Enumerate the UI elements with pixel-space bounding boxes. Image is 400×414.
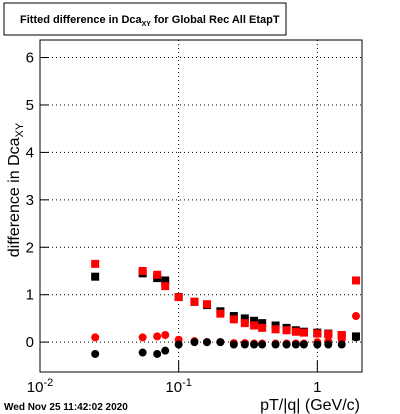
- x-tick-base: 10: [27, 379, 44, 396]
- y-label-sub: XY: [14, 122, 26, 137]
- marker: [190, 297, 199, 306]
- marker: [138, 348, 147, 357]
- y-tick-label: 6: [26, 50, 34, 67]
- y-axis-label: difference in DcaXY: [6, 122, 26, 257]
- marker: [291, 327, 300, 336]
- marker: [216, 338, 225, 347]
- marker: [229, 340, 238, 349]
- marker: [161, 331, 170, 340]
- marker: [216, 309, 225, 318]
- marker: [351, 333, 360, 342]
- marker: [161, 346, 170, 355]
- marker: [138, 266, 147, 275]
- marker: [161, 276, 170, 285]
- marker: [91, 333, 100, 342]
- marker: [153, 332, 162, 341]
- marker: [299, 340, 308, 349]
- marker: [91, 272, 100, 281]
- y-tick-label: 2: [26, 239, 34, 256]
- y-tick-label: 4: [26, 144, 34, 161]
- marker: [250, 316, 259, 325]
- marker: [174, 340, 183, 349]
- marker: [351, 312, 360, 321]
- y-tick-label: 1: [26, 287, 34, 304]
- marker: [91, 349, 100, 358]
- marker: [91, 259, 100, 268]
- y-tick-label: 0: [26, 334, 34, 351]
- marker: [174, 293, 183, 302]
- marker: [138, 333, 147, 342]
- marker: [299, 328, 308, 337]
- x-tick-base: 10: [165, 379, 182, 396]
- marker: [324, 340, 333, 349]
- marker: [313, 340, 322, 349]
- x-tick-exponent: -1: [182, 377, 192, 389]
- chart-title: Fitted difference in DcaXY for Global Re…: [20, 14, 280, 28]
- x-tick-label: 10-1: [165, 377, 191, 396]
- x-axis-label: pT/|q| (GeV/c): [260, 397, 360, 414]
- marker: [153, 270, 162, 279]
- marker: [351, 276, 360, 285]
- marker: [258, 340, 267, 349]
- footer-date: Wed Nov 25 11:42:02 2020: [4, 402, 128, 413]
- marker: [324, 330, 333, 339]
- marker: [258, 319, 267, 328]
- marker: [161, 282, 170, 291]
- marker: [271, 340, 280, 349]
- y-label-text: difference in Dca: [6, 137, 23, 257]
- marker: [190, 338, 199, 347]
- title-sub: XY: [142, 21, 152, 28]
- marker: [291, 340, 300, 349]
- marker: [240, 319, 249, 328]
- marker: [202, 300, 211, 309]
- marker: [282, 326, 291, 335]
- marker: [240, 314, 249, 323]
- title-box: [3, 2, 287, 36]
- x-tick-label: 10-2: [27, 377, 53, 396]
- marker: [240, 340, 249, 349]
- marker: [282, 340, 291, 349]
- marker: [258, 323, 267, 332]
- y-tick-label: 5: [26, 97, 34, 114]
- plot-frame: [39, 39, 363, 373]
- marker: [229, 315, 238, 324]
- marker: [313, 329, 322, 338]
- marker: [250, 321, 259, 330]
- marker: [250, 340, 259, 349]
- x-tick-exponent: -2: [43, 377, 53, 389]
- marker: [153, 349, 162, 358]
- marker: [337, 331, 346, 340]
- marker: [202, 338, 211, 347]
- marker: [271, 325, 280, 334]
- title-text: Fitted difference in Dca: [20, 14, 143, 26]
- y-tick-label: 3: [26, 192, 34, 209]
- x-tick-label: 1: [313, 379, 321, 396]
- title-rest: for Global Rec All EtapT: [151, 14, 280, 26]
- marker: [337, 340, 346, 349]
